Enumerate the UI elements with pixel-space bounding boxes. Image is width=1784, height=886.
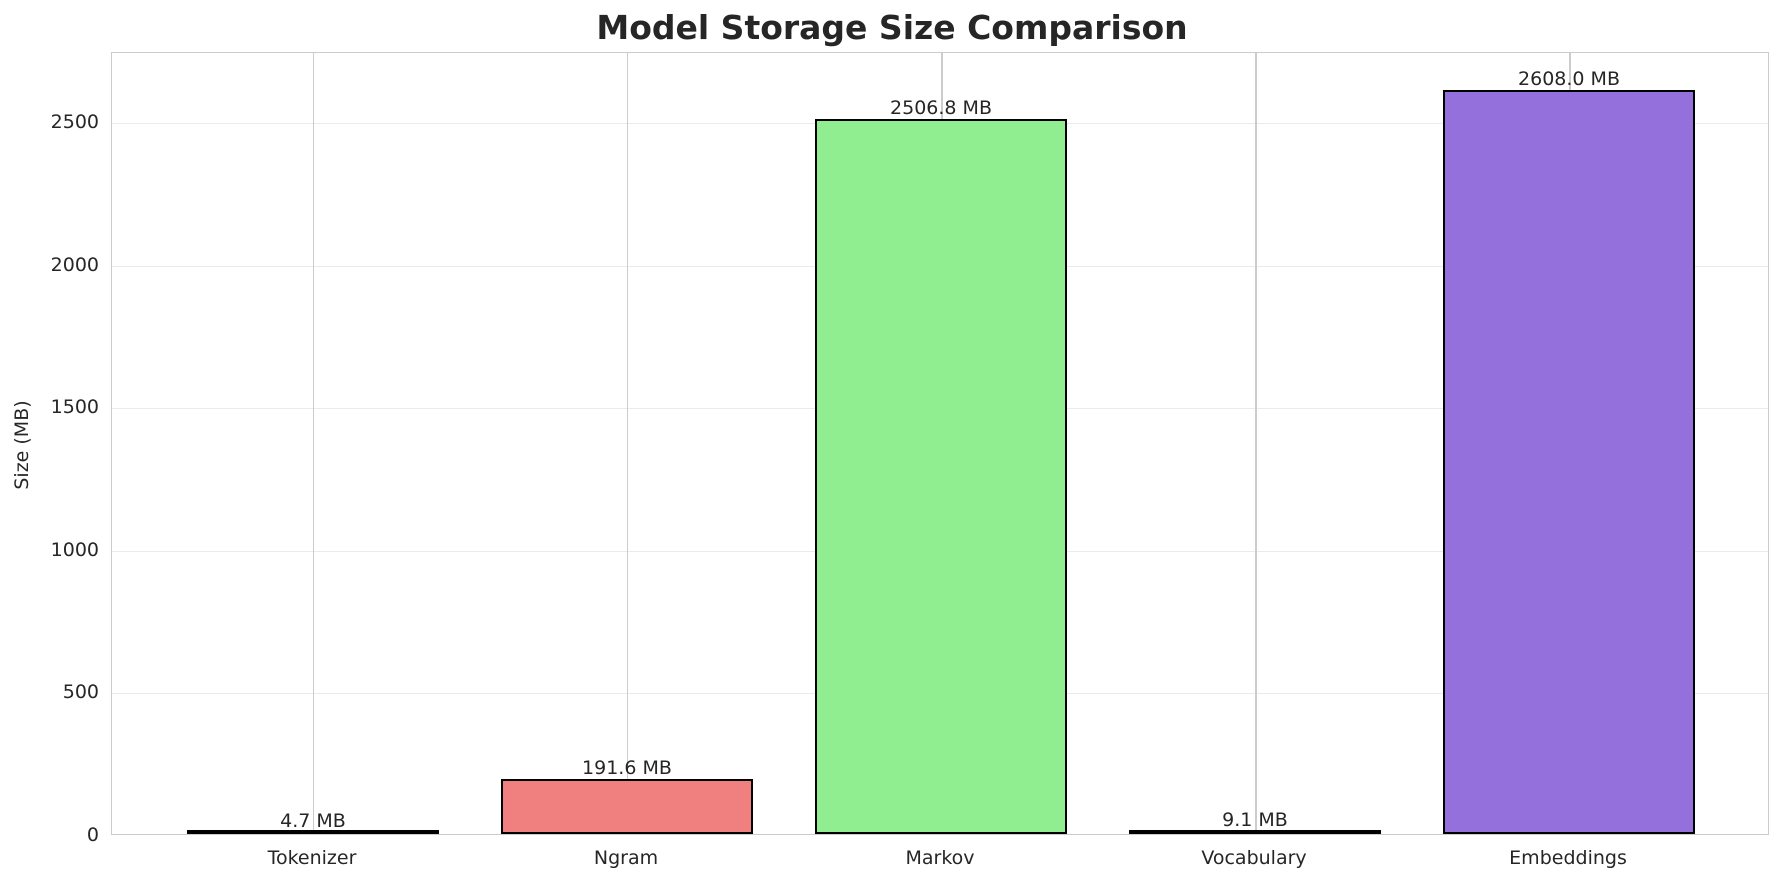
y-tick-label: 1000 xyxy=(50,538,99,561)
x-tick-label: Markov xyxy=(905,847,975,869)
bar-vocabulary xyxy=(1129,830,1381,834)
bar-value-label: 4.7 MB xyxy=(280,810,346,832)
y-tick-label: 0 xyxy=(86,824,99,846)
bar-markov xyxy=(815,118,1067,834)
bar-value-label: 2506.8 MB xyxy=(890,96,992,119)
bar-ngram xyxy=(501,779,753,834)
bar-value-label: 191.6 MB xyxy=(582,757,672,780)
x-tick-label: Vocabulary xyxy=(1201,847,1307,869)
y-axis-label: Size (MB) xyxy=(11,400,33,490)
x-gridline xyxy=(1255,53,1257,834)
x-tick-label: Ngram xyxy=(593,847,659,869)
x-tick-label: Embeddings xyxy=(1509,847,1627,869)
bar-embeddings xyxy=(1443,90,1695,834)
plot-area: 4.7 MB 191.6 MB 2506.8 MB 9.1 MB 2608.0 MB xyxy=(111,52,1769,835)
x-gridline xyxy=(626,53,629,834)
y-tick-label: 2000 xyxy=(50,253,99,276)
y-tick-label: 2500 xyxy=(50,110,99,133)
y-tick-label: 500 xyxy=(62,681,99,704)
bar-tokenizer xyxy=(187,830,439,834)
y-tick-label: 1500 xyxy=(50,396,99,419)
bar-value-label: 2608.0 MB xyxy=(1518,68,1620,91)
x-tick-label: Tokenizer xyxy=(267,847,357,869)
x-gridline xyxy=(312,53,315,834)
chart-title: Model Storage Size Comparison xyxy=(596,8,1188,47)
bar-value-label: 9.1 MB xyxy=(1222,809,1288,832)
